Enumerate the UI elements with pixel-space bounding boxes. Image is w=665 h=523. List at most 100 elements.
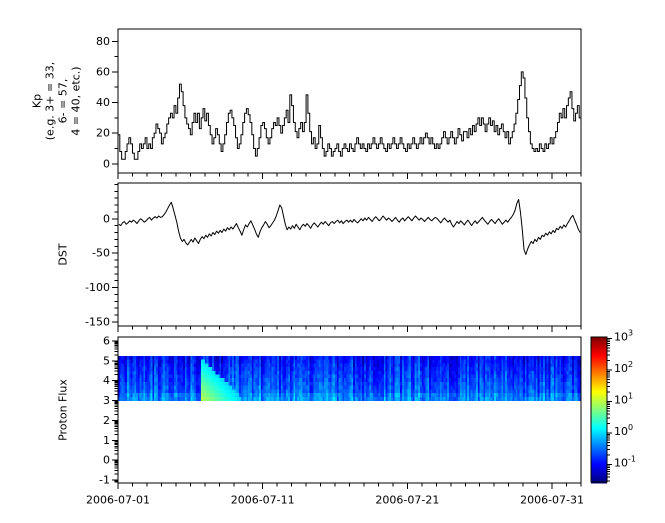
spectrogram-cell <box>477 363 481 368</box>
spectrogram-cell <box>353 363 356 368</box>
spectrogram-cell <box>448 374 452 379</box>
spectrogram-cell <box>282 370 285 375</box>
spectrogram-cell <box>497 396 500 401</box>
spectrogram-cell <box>454 355 457 360</box>
spectrogram-cell <box>349 389 352 394</box>
colorbar-gradient <box>591 482 607 484</box>
spectrogram-cell <box>512 374 515 379</box>
spectrogram-cell <box>472 374 475 379</box>
spectrogram-cell <box>324 381 327 387</box>
spectrogram-cell <box>546 381 549 387</box>
spectrogram-cell <box>474 370 477 375</box>
spectrogram-cell <box>324 355 327 360</box>
spectrogram-cell <box>157 381 160 387</box>
spectrogram-cell <box>550 367 553 372</box>
spectrogram-cell <box>505 370 508 375</box>
spectrogram-cell <box>400 381 403 387</box>
spectrogram-cell <box>519 381 522 387</box>
spectrogram-cell <box>186 359 189 364</box>
spectrogram-cell <box>204 370 207 375</box>
spectrogram-cell <box>193 385 197 390</box>
spectrogram-cell <box>168 378 171 383</box>
spectrogram-cell <box>190 381 193 387</box>
spectrogram-cell <box>398 367 401 372</box>
spectrogram-cell <box>400 393 403 398</box>
spectrogram-cell <box>530 389 533 394</box>
spectrogram-cell <box>526 359 529 364</box>
spectrogram-cell <box>496 359 499 364</box>
spectrogram-cell <box>353 381 356 387</box>
spectrogram-cell <box>425 385 428 390</box>
spectrogram-cell <box>349 393 352 398</box>
spectrogram-cell <box>320 370 323 375</box>
spectrogram-cell <box>224 381 227 387</box>
spectrogram-cell <box>353 385 356 390</box>
spectrogram-cell <box>166 374 169 379</box>
spectrogram-cell <box>141 363 144 368</box>
spectrogram-cell <box>251 393 254 398</box>
spectrogram-cell <box>123 389 126 394</box>
spectrogram-cell <box>579 393 582 398</box>
spectrogram-cell <box>251 389 254 394</box>
spectrogram-cell <box>436 378 439 383</box>
spectrogram-cell <box>521 396 524 401</box>
spectrogram-cell <box>154 396 157 401</box>
spectrogram-cell <box>445 359 448 364</box>
colorbar-gradient <box>591 429 607 431</box>
spectrogram-cell <box>155 389 159 394</box>
spectrogram-cell <box>521 367 524 372</box>
spectrogram-cell <box>302 393 305 398</box>
spectrogram-cell <box>470 374 473 379</box>
spectrogram-cell <box>208 363 211 368</box>
spectrogram-cell <box>548 396 551 401</box>
spectrogram-cell <box>175 370 179 375</box>
spectrogram-cell <box>277 370 280 375</box>
spectrogram-cell <box>400 374 403 379</box>
spectrogram-cell <box>492 378 495 383</box>
spectrogram-cell <box>251 378 254 383</box>
spectrogram-cell <box>304 393 307 398</box>
spectrogram-cell <box>410 393 414 398</box>
proton-flux-panel-tick-label: 2 <box>103 414 110 427</box>
spectrogram-cell <box>118 381 121 387</box>
spectrogram-cell <box>237 393 240 398</box>
spectrogram-cell <box>273 378 276 383</box>
spectrogram-cell <box>242 381 245 387</box>
spectrogram-cell <box>148 381 151 387</box>
spectrogram-cell <box>143 393 146 398</box>
spectrogram-cell <box>320 385 323 390</box>
spectrogram-cell <box>201 396 204 401</box>
spectrogram-cell <box>353 359 356 364</box>
spectrogram-cell <box>217 370 220 375</box>
spectrogram-cell <box>327 374 330 379</box>
spectrogram-cell <box>119 370 122 375</box>
spectrogram-cell <box>179 363 182 368</box>
spectrogram-cell <box>488 363 491 368</box>
spectrogram-cell <box>557 393 560 398</box>
spectrogram-cell <box>118 355 121 360</box>
spectrogram-cell <box>530 396 533 401</box>
spectrogram-cell <box>286 381 289 387</box>
spectrogram-cell <box>181 396 184 401</box>
spectrogram-cell <box>423 385 426 390</box>
spectrogram-cell <box>561 374 564 379</box>
spectrogram-cell <box>318 367 321 372</box>
spectrogram-cell <box>255 355 258 360</box>
spectrogram-cell <box>515 363 519 368</box>
spectrogram-cell <box>119 381 122 387</box>
spectrogram-cell <box>427 385 430 390</box>
spectrogram-cell <box>497 363 500 368</box>
spectrogram-cell <box>119 396 122 401</box>
spectrogram-cell <box>463 359 466 364</box>
spectrogram-cell <box>544 393 547 398</box>
spectrogram-cell <box>526 367 529 372</box>
spectrogram-cell <box>385 393 388 398</box>
spectrogram-cell <box>172 389 175 394</box>
spectrogram-cell <box>210 374 213 379</box>
spectrogram-cell <box>237 359 240 364</box>
spectrogram-cell <box>416 389 419 394</box>
spectrogram-cell <box>318 385 321 390</box>
spectrogram-cell <box>268 374 271 379</box>
spectrogram-cell <box>277 385 280 390</box>
spectrogram-cell <box>472 378 475 383</box>
